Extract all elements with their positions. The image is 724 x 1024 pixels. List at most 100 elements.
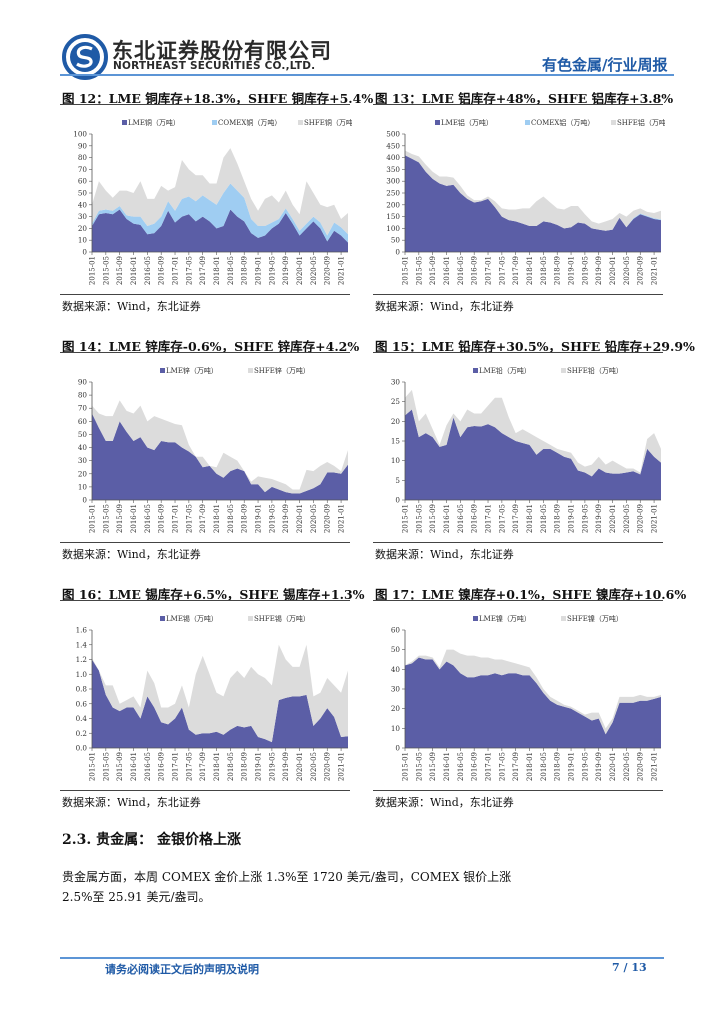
y-tick-label: 50: [391, 236, 401, 245]
x-tick-label: 2019-01: [568, 752, 576, 781]
y-tick-label: 50: [78, 430, 88, 439]
stacked-area-chart: 0 10 20 30 40 50 60 70 80 90 2015-01 2015-05 2015-09…: [78, 366, 348, 533]
chart: 0 10 20 30 40 50 60 2015-01 2015-05 2015-09 2016-0…: [373, 606, 665, 796]
x-tick-label: 2016-01: [130, 752, 138, 781]
y-tick-label: 30: [78, 456, 88, 465]
figure-source: 数据来源：Wind，东北证券: [375, 300, 514, 313]
figure-title-rule: [373, 104, 663, 105]
x-tick-label: 2018-01: [213, 504, 221, 533]
y-tick-label: 300: [386, 177, 400, 186]
area-series-lme: [405, 409, 661, 500]
company-logo: [62, 34, 108, 80]
x-tick-label: 2015-09: [116, 256, 124, 285]
x-tick-label: 2017-05: [185, 256, 193, 285]
chart: 0 10 20 30 40 50 60 70 80 90 2015-01 2015-05 2015-09…: [60, 358, 352, 548]
chart: 0.0 0.2 0.4 0.6 0.8 1.0 1.2 1.4 1.6 2015-01 2015-0…: [60, 606, 352, 796]
x-tick-label: 2020-01: [296, 504, 304, 533]
x-tick-label: 2020-09: [637, 504, 645, 533]
y-tick-label: 70: [78, 404, 88, 413]
legend-swatch-shfe: [248, 616, 253, 621]
x-tick-label: 2021-01: [338, 752, 346, 781]
x-tick-label: 2016-05: [144, 256, 152, 285]
legend-label-lme: LME铜（万吨）: [128, 118, 180, 127]
legend-swatch-comex: [212, 120, 217, 125]
area-series-shfe: [405, 150, 661, 231]
y-tick-label: 0.4: [76, 714, 88, 723]
legend-label-comex: COMEX铝（万吨）: [531, 118, 594, 127]
x-tick-label: 2020-01: [609, 504, 617, 533]
area-series-lme: [405, 155, 661, 252]
area-series-shfe: [405, 389, 661, 477]
x-tick-label: 2019-05: [268, 504, 276, 533]
x-tick-label: 2020-05: [623, 752, 631, 781]
report-type: 有色金属/行业周报: [542, 56, 668, 74]
figure-source-rule: [373, 294, 663, 295]
x-tick-label: 2020-09: [324, 256, 332, 285]
y-tick-label: 350: [386, 165, 400, 174]
figure-title: 图 17：LME 镍库存+0.1%，SHFE 镍库存+10.6%: [375, 587, 687, 602]
y-tick-label: 500: [386, 130, 400, 139]
x-tick-label: 2017-01: [172, 504, 180, 533]
x-tick-label: 2018-01: [213, 752, 221, 781]
x-tick-label: 2020-05: [310, 752, 318, 781]
x-tick-label: 2018-09: [554, 504, 562, 533]
figure-title-rule: [60, 600, 350, 601]
y-tick-label: 0.0: [76, 744, 88, 753]
x-tick-label: 2020-01: [296, 752, 304, 781]
x-tick-label: 2020-05: [310, 504, 318, 533]
y-tick-label: 30: [391, 685, 401, 694]
stacked-area-chart: 0 10 20 30 40 50 60 70 80 90 100 2015-01 2015-05 2015…: [73, 118, 352, 285]
x-tick-label: 2018-09: [554, 256, 562, 285]
legend-label-lme: LME镍（万吨）: [479, 614, 531, 623]
figure-title: 图 15：LME 铅库存+30.5%，SHFE 铅库存+29.9%: [375, 339, 695, 354]
figure-title: 图 16：LME 锡库存+6.5%，SHFE 锡库存+1.3%: [62, 587, 365, 602]
x-tick-label: 2017-05: [498, 256, 506, 285]
company-name-cn: 东北证券股份有限公司: [112, 39, 332, 63]
y-tick-label: 90: [78, 141, 88, 150]
x-tick-label: 2017-09: [199, 504, 207, 533]
x-tick-label: 2021-01: [651, 504, 659, 533]
x-tick-label: 2017-01: [172, 256, 180, 285]
x-tick-label: 2020-01: [609, 256, 617, 285]
legend-label-shfe: SHFE铜（万吨）: [304, 118, 352, 127]
x-tick-label: 2015-05: [415, 504, 423, 533]
y-tick-label: 80: [78, 391, 88, 400]
x-tick-label: 2019-01: [255, 256, 263, 285]
legend-swatch-shfe: [248, 368, 253, 373]
header-divider: [60, 74, 674, 76]
y-tick-label: 60: [78, 177, 88, 186]
footer-disclaimer: 请务必阅读正文后的声明及说明: [105, 963, 259, 976]
legend-label-shfe: SHFE铅（万吨）: [567, 366, 623, 375]
x-tick-label: 2015-01: [402, 504, 410, 533]
y-tick-label: 50: [391, 645, 401, 654]
x-tick-label: 2018-01: [526, 504, 534, 533]
legend-label-lme: LME铝（万吨）: [441, 118, 493, 127]
x-tick-label: 2021-01: [338, 256, 346, 285]
y-tick-label: 1.0: [76, 670, 88, 679]
y-tick-label: 450: [386, 141, 400, 150]
page-number: 7 / 13: [612, 961, 647, 974]
x-tick-label: 2015-05: [102, 504, 110, 533]
x-tick-label: 2017-01: [485, 504, 493, 533]
figure-source: 数据来源：Wind，东北证券: [375, 796, 514, 809]
chart: 0 5 10 15 20 25 30 2015-01 2015-05 2015-09 2016-01…: [373, 358, 665, 548]
x-tick-label: 2016-09: [158, 504, 166, 533]
x-tick-label: 2019-01: [255, 504, 263, 533]
x-tick-label: 2017-01: [485, 752, 493, 781]
x-tick-label: 2019-09: [282, 752, 290, 781]
y-tick-label: 40: [78, 443, 88, 452]
chart: 0 50 100 150 200 250 300 350 400 450 500 2015-01 201…: [373, 110, 665, 300]
y-tick-label: 60: [391, 626, 401, 635]
x-tick-label: 2018-01: [526, 256, 534, 285]
x-tick-label: 2018-05: [227, 752, 235, 781]
y-tick-label: 0: [82, 248, 87, 257]
y-tick-label: 25: [391, 397, 401, 406]
x-tick-label: 2015-05: [102, 256, 110, 285]
chart: 0 10 20 30 40 50 60 70 80 90 100 2015-01 2015-05 2015…: [60, 110, 352, 300]
figure-title: 图 12：LME 铜库存+18.3%，SHFE 铜库存+5.4%: [62, 91, 374, 106]
x-tick-label: 2017-09: [199, 256, 207, 285]
section-heading: 2.3. 贵金属： 金银价格上涨: [62, 832, 241, 848]
x-tick-label: 2015-09: [429, 752, 437, 781]
area-series-shfe: [92, 148, 348, 236]
legend-label-shfe: SHFE锌（万吨）: [254, 366, 310, 375]
